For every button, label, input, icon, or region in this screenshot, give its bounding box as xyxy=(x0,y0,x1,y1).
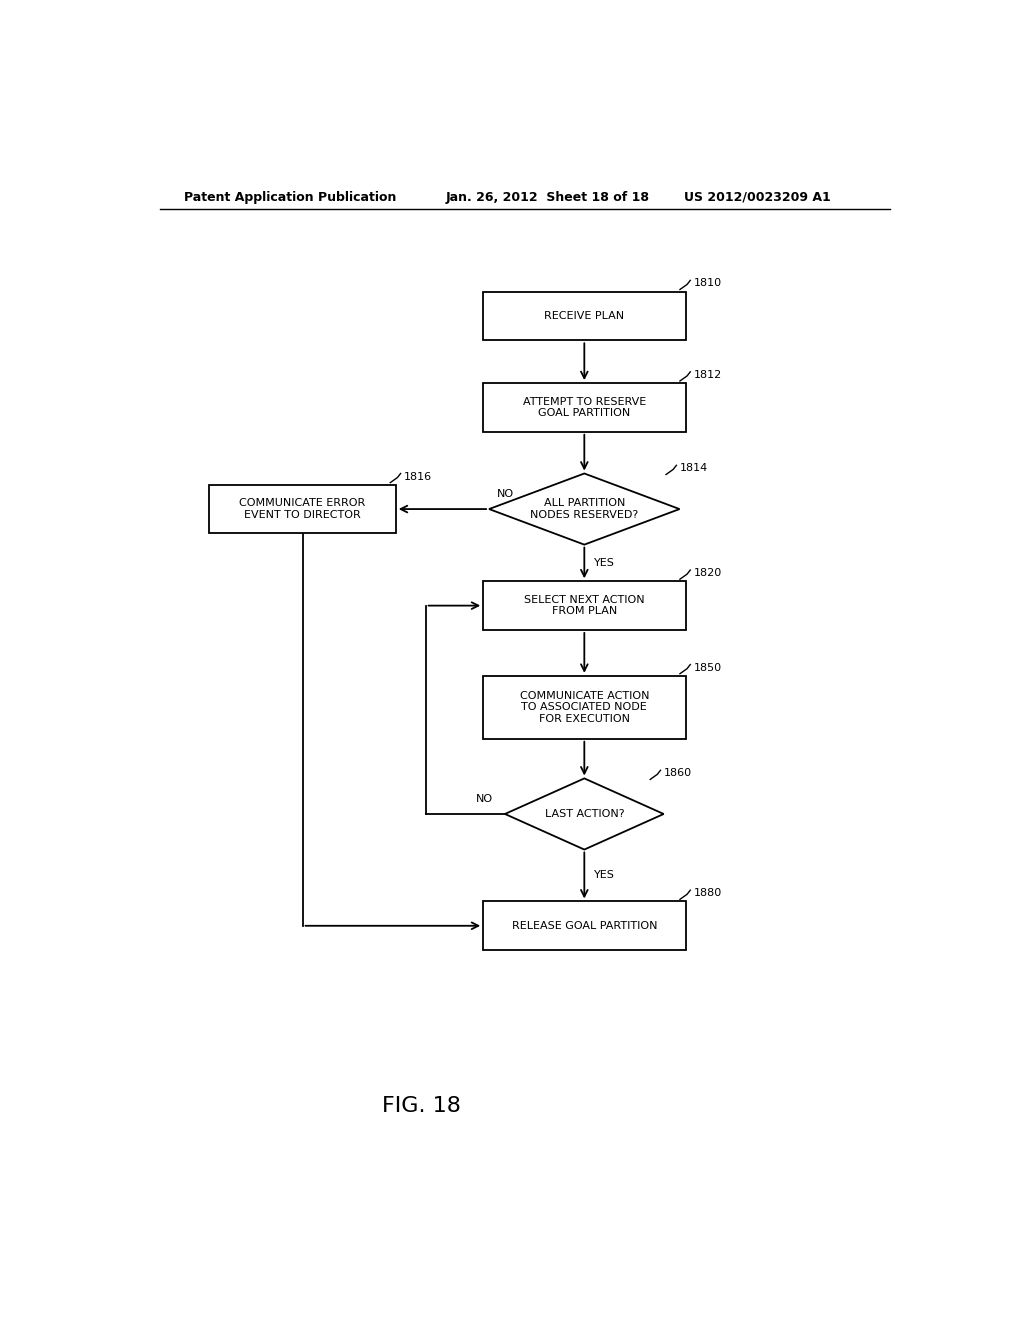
Polygon shape xyxy=(489,474,680,545)
Text: 1850: 1850 xyxy=(693,663,722,673)
FancyBboxPatch shape xyxy=(483,676,685,739)
Text: 1816: 1816 xyxy=(403,471,432,482)
FancyBboxPatch shape xyxy=(483,292,685,341)
Text: SELECT NEXT ACTION
FROM PLAN: SELECT NEXT ACTION FROM PLAN xyxy=(524,595,645,616)
Text: Jan. 26, 2012  Sheet 18 of 18: Jan. 26, 2012 Sheet 18 of 18 xyxy=(445,190,649,203)
Text: FIG. 18: FIG. 18 xyxy=(382,1096,461,1115)
Text: ATTEMPT TO RESERVE
GOAL PARTITION: ATTEMPT TO RESERVE GOAL PARTITION xyxy=(522,396,646,418)
FancyBboxPatch shape xyxy=(483,383,685,432)
Text: COMMUNICATE ACTION
TO ASSOCIATED NODE
FOR EXECUTION: COMMUNICATE ACTION TO ASSOCIATED NODE FO… xyxy=(519,690,649,723)
Text: ALL PARTITION
NODES RESERVED?: ALL PARTITION NODES RESERVED? xyxy=(530,498,638,520)
FancyBboxPatch shape xyxy=(483,902,685,950)
Text: Patent Application Publication: Patent Application Publication xyxy=(183,190,396,203)
Text: LAST ACTION?: LAST ACTION? xyxy=(545,809,625,818)
Text: COMMUNICATE ERROR
EVENT TO DIRECTOR: COMMUNICATE ERROR EVENT TO DIRECTOR xyxy=(240,498,366,520)
Text: RECEIVE PLAN: RECEIVE PLAN xyxy=(545,312,625,321)
Text: YES: YES xyxy=(594,558,614,568)
Polygon shape xyxy=(505,779,664,850)
Text: 1880: 1880 xyxy=(693,888,722,898)
Text: YES: YES xyxy=(594,870,614,880)
FancyBboxPatch shape xyxy=(209,484,396,533)
Text: 1812: 1812 xyxy=(693,370,722,380)
Text: 1820: 1820 xyxy=(693,568,722,578)
Text: US 2012/0023209 A1: US 2012/0023209 A1 xyxy=(684,190,830,203)
Text: 1814: 1814 xyxy=(680,463,708,474)
Text: 1860: 1860 xyxy=(664,768,692,779)
Text: 1810: 1810 xyxy=(693,279,722,288)
Text: NO: NO xyxy=(476,793,494,804)
Text: RELEASE GOAL PARTITION: RELEASE GOAL PARTITION xyxy=(512,921,657,931)
Text: NO: NO xyxy=(497,488,514,499)
FancyBboxPatch shape xyxy=(483,581,685,630)
